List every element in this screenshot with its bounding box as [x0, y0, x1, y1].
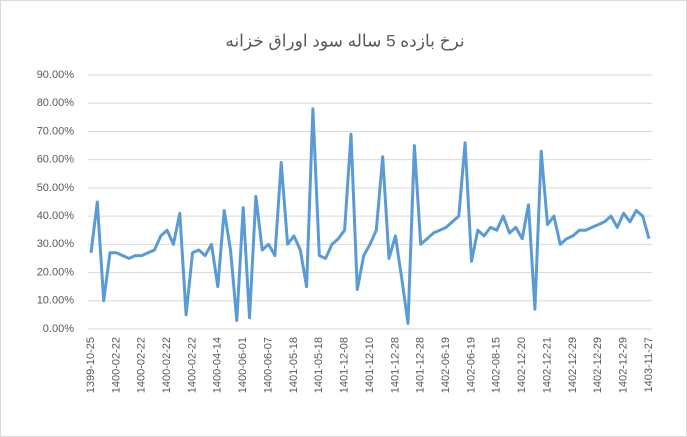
x-tick-label: 1400-06-07 [262, 337, 274, 393]
x-tick-label: 1402-12-29 [618, 337, 630, 393]
x-tick-label: 1402-12-29 [592, 337, 604, 393]
y-tick-label: 30.00% [37, 238, 75, 250]
x-tick-label: 1401-12-08 [339, 337, 351, 393]
y-tick-label: 10.00% [37, 295, 75, 307]
x-tick-label: 1400-04-14 [212, 337, 224, 393]
data-line [89, 107, 651, 325]
x-tick-label: 1403-11-27 [643, 337, 655, 392]
x-tick-label: 1399-10-25 [85, 337, 97, 393]
x-tick-label: 1400-02-22 [136, 337, 148, 393]
y-tick-label: 80.00% [37, 97, 75, 109]
x-tick-label: 1401-12-28 [415, 337, 427, 393]
x-tick-label: 1400-06-01 [237, 337, 249, 393]
x-tick-label: 1401-12-10 [364, 337, 376, 393]
x-tick-label: 1400-02-22 [161, 337, 173, 393]
x-tick-label: 1402-06-19 [465, 337, 477, 393]
y-tick-label: 50.00% [37, 182, 75, 194]
x-tick-label: 1400-02-22 [110, 337, 122, 393]
x-tick-label: 1401-05-18 [288, 337, 300, 393]
x-tick-label: 1400-02-22 [186, 337, 198, 393]
x-tick-label: 1402-08-15 [491, 337, 503, 393]
y-tick-label: 60.00% [37, 154, 75, 166]
y-tick-label: 90.00% [37, 69, 75, 81]
chart-title: نرخ بازده 5 ساله سود اوراق خزانه [225, 31, 464, 51]
y-tick-label: 20.00% [37, 266, 75, 278]
x-tick-label: 1401-12-28 [389, 337, 401, 393]
x-tick-label: 1402-06-19 [440, 337, 452, 393]
x-tick-label: 1402-12-21 [541, 337, 553, 393]
y-tick-label: 0.00% [43, 323, 74, 335]
x-tick-label: 1402-12-29 [567, 337, 579, 393]
x-tick-label: 1402-12-20 [516, 337, 528, 393]
y-tick-label: 40.00% [37, 210, 75, 222]
x-tick-label: 1401-05-18 [313, 337, 325, 393]
y-tick-label: 70.00% [37, 125, 75, 137]
